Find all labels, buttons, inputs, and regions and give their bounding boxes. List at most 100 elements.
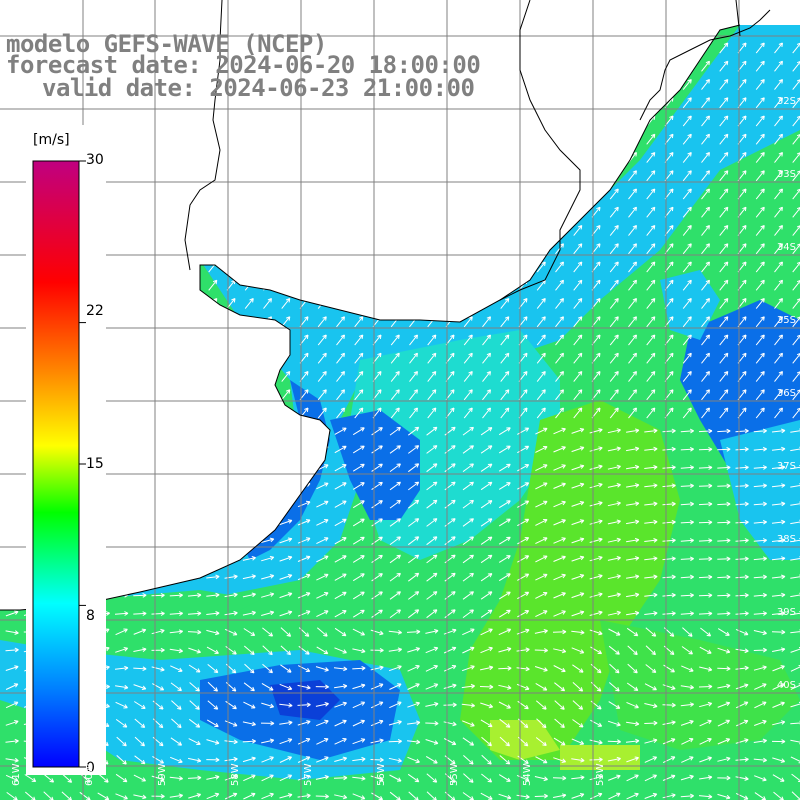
wind-arrow <box>662 774 676 781</box>
wind-arrow <box>735 665 749 671</box>
wind-arrow <box>698 446 713 452</box>
longitude-label: 61W <box>11 763 22 786</box>
wind-arrow <box>407 647 421 653</box>
wind-arrow <box>463 297 473 309</box>
wind-arrow <box>169 465 183 470</box>
wind-arrow <box>628 316 637 328</box>
wind-arrow <box>535 737 547 746</box>
wind-arrow <box>790 483 800 488</box>
wind-arrow <box>117 115 126 127</box>
wind-arrow <box>755 224 765 236</box>
wind-arrow <box>463 389 473 401</box>
wind-arrow <box>114 501 129 507</box>
wind-arrow <box>771 446 786 452</box>
wind-arrow <box>242 592 256 598</box>
wind-arrow <box>171 316 181 328</box>
wind-arrow <box>609 188 619 200</box>
wind-arrow <box>480 702 494 709</box>
wind-arrow <box>498 518 511 527</box>
wind-arrow <box>735 738 749 744</box>
wind-arrow <box>336 407 345 419</box>
wind-arrow <box>297 464 311 471</box>
wind-arrow <box>628 60 637 72</box>
wind-arrow <box>628 279 637 291</box>
wind-arrow <box>626 428 640 433</box>
wind-arrow <box>682 261 692 273</box>
wind-arrow <box>698 428 713 434</box>
wind-arrow <box>662 483 676 489</box>
wind-arrow <box>572 719 584 728</box>
wind-arrow <box>171 224 181 236</box>
wind-arrow <box>244 261 254 273</box>
wind-arrow <box>662 793 676 799</box>
wind-arrow <box>7 297 17 309</box>
wind-arrow <box>555 407 564 419</box>
wind-arrow <box>117 407 126 419</box>
wind-arrow <box>628 78 637 90</box>
wind-arrow <box>407 683 420 690</box>
wind-arrow <box>317 352 327 364</box>
wind-arrow <box>352 793 366 800</box>
colorbar-tick-label: 30 <box>86 152 104 168</box>
wind-arrow <box>463 224 473 236</box>
wind-arrow <box>680 428 694 434</box>
wind-arrow <box>792 206 800 218</box>
wind-arrow <box>753 592 767 598</box>
wind-arrow <box>263 224 272 236</box>
wind-arrow <box>224 592 238 598</box>
wind-arrow <box>552 629 567 635</box>
wind-arrow <box>646 243 656 255</box>
wind-arrow <box>461 683 475 689</box>
wind-arrow <box>224 756 238 762</box>
wind-arrow <box>409 407 418 419</box>
wind-arrow <box>480 463 493 472</box>
wind-arrow <box>354 279 364 291</box>
wind-arrow <box>607 592 621 598</box>
wind-arrow <box>244 297 254 309</box>
wind-arrow <box>280 627 292 637</box>
wind-arrow <box>5 774 19 782</box>
wind-arrow <box>5 720 19 726</box>
wind-arrow <box>224 739 238 745</box>
wind-arrow <box>316 555 329 563</box>
wind-arrow <box>371 573 383 582</box>
wind-arrow <box>646 188 656 200</box>
wind-arrow <box>608 628 621 636</box>
wind-arrow <box>607 756 621 762</box>
wind-arrow <box>316 500 329 508</box>
wind-arrow <box>719 316 729 328</box>
wind-arrow <box>279 756 293 763</box>
wind-arrow <box>170 665 183 672</box>
wind-arrow <box>498 500 511 509</box>
wind-arrow <box>755 352 765 364</box>
wind-arrow <box>646 151 656 163</box>
wind-arrow <box>754 719 767 726</box>
wind-arrow <box>389 536 401 546</box>
wind-arrow <box>463 170 473 182</box>
wind-arrow <box>682 297 692 309</box>
wind-arrow <box>244 133 254 145</box>
colorbar-tick-label: 15 <box>86 456 104 472</box>
wind-arrow <box>427 206 437 218</box>
wind-arrow <box>772 757 786 763</box>
wind-arrow <box>263 151 272 163</box>
wind-arrow <box>462 646 475 654</box>
wind-arrow <box>169 611 183 616</box>
wind-arrow <box>352 518 365 527</box>
wind-arrow <box>370 701 384 709</box>
wind-arrow <box>717 701 731 708</box>
wind-arrow <box>316 427 329 435</box>
wind-arrow <box>628 243 637 255</box>
wind-arrow <box>354 261 364 273</box>
wind-arrow <box>609 297 619 309</box>
wind-arrow <box>133 592 147 598</box>
wind-arrow <box>462 463 474 473</box>
wind-arrow <box>480 628 493 636</box>
wind-arrow <box>427 170 437 182</box>
wind-arrow <box>628 407 637 419</box>
wind-arrow <box>336 224 345 236</box>
wind-arrow <box>500 316 510 328</box>
wind-arrow <box>662 702 676 708</box>
wind-arrow <box>555 60 564 72</box>
wind-arrow <box>682 170 692 182</box>
